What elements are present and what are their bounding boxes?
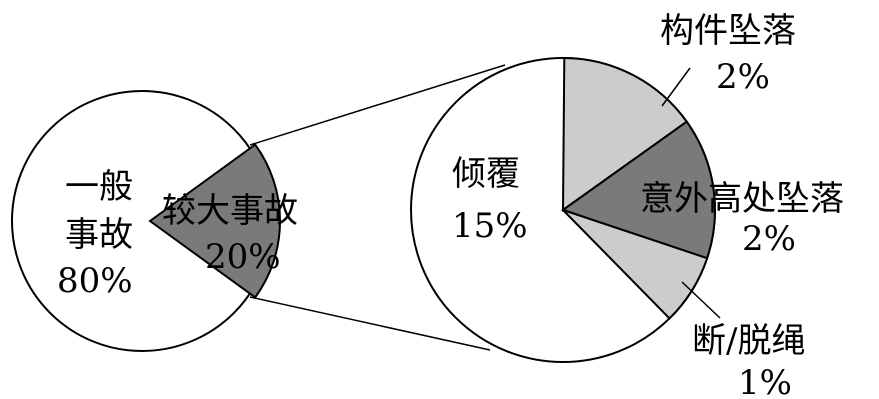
label-rope-pct: 1% bbox=[738, 363, 792, 399]
label-fall-name: 意外高处坠落 bbox=[640, 179, 844, 219]
label-general-line1: 一般 bbox=[65, 167, 133, 207]
label-fall-pct: 2% bbox=[742, 219, 796, 259]
label-general-pct: 80% bbox=[57, 261, 133, 301]
pie-slice-component-falling bbox=[561, 56, 689, 212]
label-overturn-name: 倾覆 bbox=[452, 154, 520, 194]
label-overturn-pct: 15% bbox=[452, 206, 528, 246]
label-rope-name: 断/脱绳 bbox=[692, 321, 805, 361]
connector-line-top bbox=[249, 64, 506, 146]
leader-line-rope bbox=[681, 281, 721, 319]
left-pie: 一般 事故 80% 较大事故 20% bbox=[11, 90, 298, 352]
label-general-line2: 事故 bbox=[65, 215, 133, 255]
right-pie: 倾覆 15% 构件坠落 2% 意外高处坠落 2% 断/脱绳 1% bbox=[410, 11, 844, 399]
label-major-name: 较大事故 bbox=[162, 191, 298, 231]
pie-slice-accidental-fall bbox=[560, 120, 716, 260]
label-major-pct: 20% bbox=[205, 237, 281, 277]
label-component-pct: 2% bbox=[716, 57, 770, 97]
leader-line-component bbox=[661, 67, 691, 107]
connector-line-bottom bbox=[249, 296, 491, 351]
label-component-name: 构件坠落 bbox=[660, 11, 796, 51]
pie-slice-major-accident bbox=[148, 143, 282, 299]
